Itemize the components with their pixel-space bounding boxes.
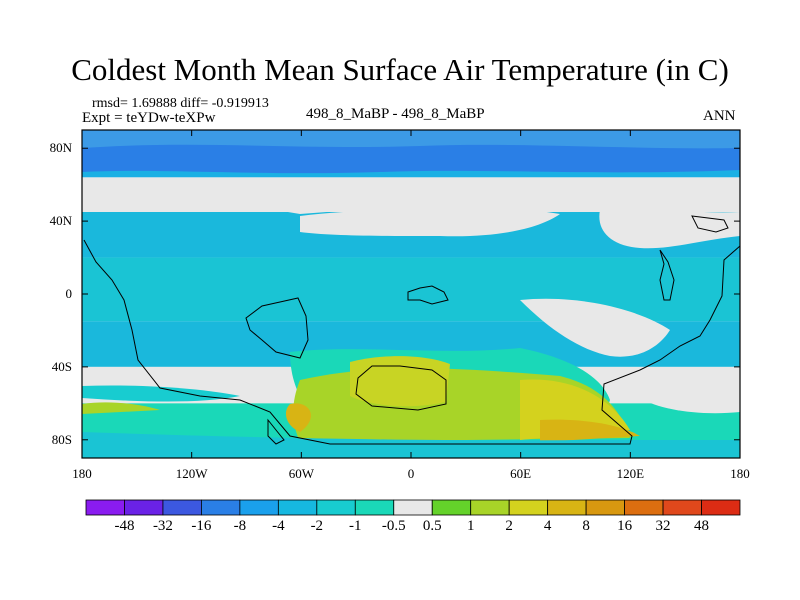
field-region-3: [599, 208, 740, 249]
continent-outline-2: [245, 297, 309, 359]
colorbar-label: -16: [191, 518, 212, 534]
colorbar-box-12: [547, 499, 587, 516]
field-region-13: [285, 403, 311, 432]
colorbar-label: 4: [543, 518, 552, 534]
colorbar-label: -48: [114, 518, 135, 534]
subtitle-rmsd: rmsd= 1.69888 diff= -0.919913: [92, 96, 269, 111]
continent-outline-4: [659, 249, 675, 301]
colorbar-box-1: [124, 499, 164, 516]
field-region-8: [350, 356, 450, 407]
colorbar-label: -4: [272, 518, 285, 534]
field-region-11: [82, 432, 740, 458]
subtitle-season: ANN: [703, 108, 736, 124]
field-region-1: [82, 144, 740, 174]
colorbar-box-2: [162, 499, 202, 516]
colorbar-box-7: [354, 499, 395, 516]
x-tick-label: 120W: [175, 466, 208, 481]
colorbar-label: 32: [655, 518, 671, 534]
continent-outline-3: [355, 365, 447, 411]
y-tick-label: 40S: [51, 358, 72, 374]
colorbar-label: 0.5: [422, 518, 442, 534]
continent-outline-1: [407, 285, 449, 305]
colorbar-label: 16: [617, 518, 633, 534]
y-tick-label: 0: [65, 286, 73, 301]
y-tick-label: 80N: [49, 140, 72, 156]
field-region-14: [640, 376, 740, 414]
field-region-10: [540, 419, 640, 442]
colorbar-box-13: [585, 499, 625, 516]
x-tick-label: 180: [72, 466, 92, 481]
colorbar-label: 8: [582, 518, 590, 534]
colorbar-box-15: [662, 499, 702, 516]
colorbar-box-5: [277, 499, 318, 516]
y-tick-label: 40N: [49, 213, 72, 229]
x-tick-label: 0: [407, 466, 415, 481]
colorbar-box-0: [85, 499, 125, 516]
colorbar-box-8: [393, 499, 433, 516]
colorbar-box-16: [701, 499, 741, 516]
x-tick-label: 60W: [288, 466, 314, 481]
field-region-5: [82, 385, 240, 402]
colorbar-box-3: [201, 499, 241, 516]
field-band-5: [82, 257, 740, 322]
subtitle-expt: Expt = teYDw-teXPw: [82, 110, 216, 126]
colorbar-label: 1: [466, 518, 475, 534]
field-region-12: [82, 402, 160, 414]
subtitle-center: 498_8_MaBP - 498_8_MaBP: [306, 106, 485, 122]
colorbar-box-6: [316, 499, 356, 516]
x-tick-label: 180: [730, 466, 750, 481]
colorbar-label: -8: [233, 518, 247, 534]
colorbar-box-11: [508, 499, 549, 516]
x-tick-label: 60E: [510, 466, 532, 481]
colorbar-box-9: [431, 499, 472, 516]
colorbar-label: -0.5: [381, 518, 406, 534]
y-tick-label: 80S: [51, 431, 72, 447]
continent-outline-5: [691, 215, 729, 233]
colorbar-box-14: [624, 499, 664, 516]
colorbar-label: 2: [505, 518, 513, 534]
field-region-0: [82, 178, 740, 214]
colorbar-label: 48: [694, 518, 710, 534]
chart-title: Coldest Month Mean Surface Air Temperatu…: [71, 52, 729, 87]
colorbar-box-10: [470, 499, 510, 516]
continent-outline-0: [83, 239, 741, 445]
field-region-2: [300, 208, 560, 237]
colorbar-box-4: [239, 499, 279, 516]
continent-outline-6: [267, 418, 285, 445]
x-tick-label: 120E: [616, 466, 645, 481]
colorbar-label: -1: [349, 518, 362, 534]
colorbar-label: -2: [310, 518, 324, 534]
field-region-4: [520, 298, 670, 357]
colorbar-label: -32: [152, 518, 173, 534]
